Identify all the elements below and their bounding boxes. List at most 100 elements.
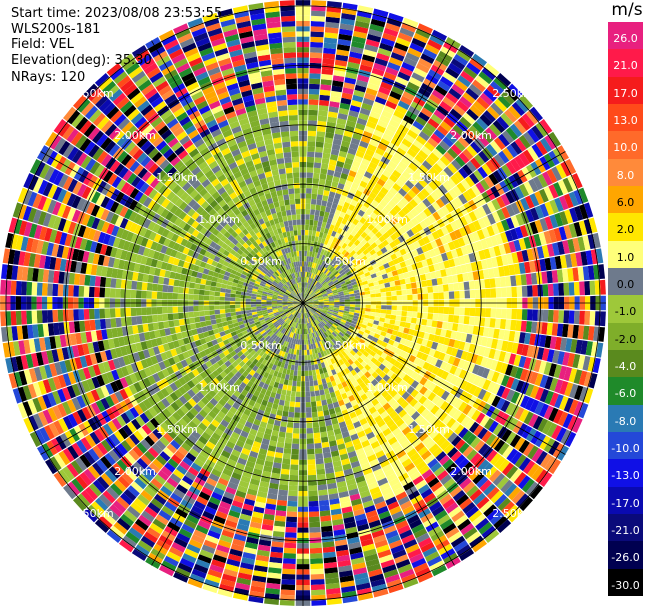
velocity-gate bbox=[469, 289, 476, 299]
velocity-gate bbox=[346, 270, 352, 276]
velocity-gate bbox=[401, 170, 412, 180]
velocity-gate bbox=[573, 189, 584, 205]
velocity-gate bbox=[584, 310, 591, 325]
velocity-gate bbox=[380, 81, 393, 91]
velocity-gate bbox=[343, 82, 355, 90]
velocity-gate bbox=[489, 278, 496, 288]
velocity-gate bbox=[460, 70, 475, 83]
velocity-gate bbox=[476, 229, 486, 240]
velocity-gate bbox=[492, 170, 504, 183]
velocity-gate bbox=[344, 278, 351, 283]
velocity-gate bbox=[358, 112, 369, 121]
velocity-gate bbox=[587, 265, 595, 280]
velocity-gate bbox=[318, 285, 323, 290]
velocity-gate bbox=[297, 365, 302, 371]
velocity-gate bbox=[554, 197, 564, 212]
velocity-gate bbox=[338, 107, 349, 115]
velocity-gate bbox=[354, 84, 367, 93]
velocity-gate bbox=[313, 172, 320, 179]
velocity-gate bbox=[458, 152, 470, 164]
velocity-gate bbox=[374, 215, 382, 224]
velocity-gate bbox=[278, 484, 289, 491]
velocity-gate bbox=[310, 573, 325, 580]
velocity-gate bbox=[344, 77, 357, 85]
velocity-gate bbox=[314, 385, 319, 391]
velocity-gate bbox=[518, 134, 531, 149]
velocity-gate bbox=[433, 129, 446, 140]
velocity-gate bbox=[394, 192, 404, 201]
velocity-gate bbox=[338, 247, 345, 254]
velocity-gate bbox=[339, 222, 346, 230]
velocity-gate bbox=[402, 215, 411, 224]
velocity-gate bbox=[346, 253, 353, 260]
velocity-gate bbox=[381, 305, 387, 310]
velocity-gate bbox=[395, 315, 402, 321]
velocity-gate bbox=[306, 167, 314, 173]
velocity-gate bbox=[599, 311, 606, 327]
velocity-gate bbox=[322, 243, 327, 250]
velocity-gate bbox=[314, 390, 320, 397]
velocity-gate bbox=[452, 185, 463, 197]
velocity-gate bbox=[327, 280, 334, 286]
velocity-gate bbox=[388, 119, 400, 129]
velocity-gate bbox=[284, 400, 290, 407]
velocity-gate bbox=[454, 291, 460, 299]
velocity-gate bbox=[344, 259, 351, 266]
velocity-gate bbox=[310, 568, 324, 575]
velocity-gate bbox=[425, 156, 436, 167]
velocity-gate bbox=[388, 57, 403, 67]
velocity-gate bbox=[424, 122, 437, 133]
velocity-gate bbox=[307, 146, 315, 152]
velocity-gate bbox=[349, 142, 359, 151]
velocity-gate bbox=[469, 57, 484, 71]
velocity-gate bbox=[438, 292, 444, 300]
velocity-gate bbox=[558, 283, 565, 296]
velocity-gate bbox=[385, 66, 399, 76]
velocity-gate bbox=[385, 291, 392, 297]
velocity-gate bbox=[409, 42, 424, 53]
velocity-gate bbox=[358, 285, 364, 290]
velocity-gate bbox=[312, 296, 318, 299]
velocity-gate bbox=[357, 258, 364, 265]
velocity-gate bbox=[306, 422, 313, 429]
velocity-gate bbox=[280, 421, 288, 428]
velocity-gate bbox=[400, 284, 407, 290]
velocity-gate bbox=[365, 208, 373, 216]
velocity-gate bbox=[331, 181, 339, 188]
velocity-gate bbox=[305, 402, 311, 408]
velocity-gate bbox=[427, 313, 434, 320]
velocity-gate bbox=[316, 276, 321, 282]
velocity-gate bbox=[307, 245, 311, 252]
velocity-gate bbox=[359, 245, 367, 252]
velocity-gate bbox=[306, 428, 313, 434]
velocity-gate bbox=[320, 520, 332, 527]
velocity-gate bbox=[443, 291, 450, 299]
velocity-gate bbox=[381, 207, 390, 216]
velocity-gate bbox=[516, 286, 523, 297]
velocity-gate bbox=[367, 82, 380, 92]
velocity-gate bbox=[365, 275, 372, 281]
velocity-gate bbox=[298, 360, 302, 366]
velocity-gate bbox=[307, 469, 317, 476]
velocity-gate bbox=[486, 201, 497, 213]
velocity-gate bbox=[413, 195, 422, 205]
velocity-gate bbox=[416, 247, 424, 255]
velocity-gate bbox=[341, 236, 348, 243]
velocity-gate bbox=[311, 285, 315, 291]
velocity-gate bbox=[313, 437, 322, 444]
velocity-gate bbox=[421, 174, 432, 185]
velocity-gate bbox=[460, 245, 469, 256]
velocity-gate bbox=[396, 295, 403, 301]
velocity-gate bbox=[314, 280, 318, 286]
velocity-gate bbox=[423, 207, 432, 217]
velocity-gate bbox=[383, 277, 390, 284]
velocity-gate bbox=[551, 270, 559, 283]
velocity-gate bbox=[372, 252, 379, 260]
velocity-gate bbox=[339, 23, 354, 31]
velocity-gate bbox=[382, 216, 390, 224]
velocity-gate bbox=[298, 355, 302, 361]
velocity-gate bbox=[303, 334, 306, 340]
velocity-gate bbox=[328, 282, 335, 287]
velocity-gate bbox=[505, 276, 512, 287]
velocity-gate bbox=[396, 290, 402, 296]
